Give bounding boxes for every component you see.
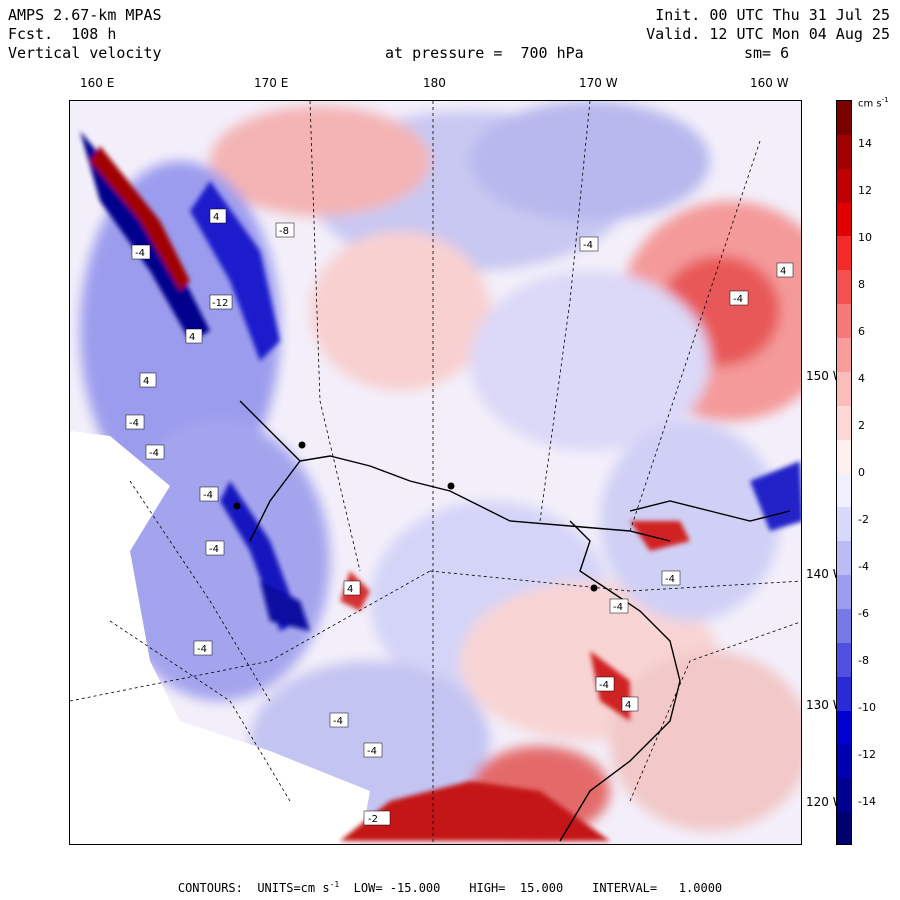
contour-label: -4	[583, 240, 593, 251]
contour-label: 4	[143, 376, 149, 387]
colorbar-tick-label: 2	[858, 419, 865, 432]
colorbar-segment	[837, 202, 851, 237]
contour-label: -4	[665, 574, 675, 585]
footer-low: LOW= -15.000	[353, 881, 441, 895]
field-broad	[80, 101, 801, 836]
lat-label: 150 W	[806, 369, 845, 383]
colorbar-segment	[837, 236, 851, 271]
vertical-velocity-map: 4 -4 -4 4 -8 4 -4 4 -4 -4 -4 -4 4 -4 -4 …	[69, 100, 802, 845]
contour-label: -8	[279, 226, 289, 237]
contour-label: 4	[347, 584, 353, 595]
contour-label: -12	[212, 298, 228, 309]
footer-contours: CONTOURS:	[177, 881, 243, 895]
colorbar-tick-label: 4	[858, 372, 865, 385]
coastline	[239, 400, 791, 842]
contour-label: -4	[599, 680, 609, 691]
contour-label: -4	[367, 746, 377, 757]
footer: CONTOURS: UNITS=cm s-1 LOW= -15.000 HIGH…	[177, 880, 723, 895]
contour-label: -4	[197, 644, 207, 655]
footer-interval: INTERVAL= 1.0000	[592, 881, 723, 895]
colorbar-tick-label: -12	[858, 748, 876, 761]
forecast-hour: Fcst. 108 h	[8, 25, 117, 43]
contour-label: 4	[625, 700, 631, 711]
colorbar-segment	[837, 101, 851, 136]
smoothing: sm= 6	[744, 44, 790, 62]
field-name: Vertical velocity	[8, 44, 162, 62]
colorbar-tick-label: 0	[858, 466, 865, 479]
colorbar-tick-label: 14	[858, 137, 872, 150]
contour-label: 4	[780, 266, 786, 277]
field-strong	[80, 131, 801, 841]
colorbar-segment	[837, 473, 851, 508]
lon-label: 160 E	[80, 76, 115, 90]
contour-label: -2	[368, 814, 378, 825]
lat-label: 130 W	[806, 698, 845, 712]
colorbar-units: cm s-1	[858, 96, 889, 110]
colorbar-segment	[837, 405, 851, 441]
colorbar-tick-label: -2	[858, 513, 869, 526]
contour-label: -4	[129, 418, 139, 429]
colorbar-tick-label: 6	[858, 325, 865, 338]
contour-label: 4	[213, 212, 219, 223]
colorbar	[836, 100, 852, 845]
colorbar-segment	[837, 541, 851, 576]
colorbar-segment	[837, 710, 851, 745]
colorbar-segment	[837, 304, 851, 339]
contour-label: -4	[149, 448, 159, 459]
colorbar-segment	[837, 608, 851, 644]
colorbar-tick-label: -10	[858, 701, 876, 714]
colorbar-tick-label: 10	[858, 231, 872, 244]
lon-label: 170 E	[254, 76, 289, 90]
colorbar-tick-label: 12	[858, 184, 872, 197]
graticule	[70, 101, 801, 844]
map-svg: 4 -4 -4 4 -8 4 -4 4 -4 -4 -4 -4 4 -4 -4 …	[70, 101, 801, 844]
colorbar-segment	[837, 507, 851, 542]
colorbar-segment	[837, 270, 851, 305]
footer-units: UNITS=cm s	[257, 881, 330, 895]
valid-time: Valid. 12 UTC Mon 04 Aug 25	[646, 25, 890, 43]
lon-label: 180	[423, 76, 446, 90]
colorbar-segment	[837, 812, 851, 844]
contour-label: -4	[209, 544, 219, 555]
init-time: Init. 00 UTC Thu 31 Jul 25	[655, 6, 890, 24]
colorbar-tick-label: 8	[858, 278, 865, 291]
colorbar-tick-label: -14	[858, 795, 876, 808]
contour-label: -4	[613, 602, 623, 613]
contour-labels: 4 -4 -4 4 -8 4 -4 4 -4 -4 -4 -4 4 -4 -4 …	[125, 208, 794, 826]
model-title: AMPS 2.67-km MPAS	[8, 6, 162, 24]
contour-label: -4	[333, 716, 343, 727]
footer-high: HIGH= 15.000	[469, 881, 564, 895]
colorbar-segment	[837, 575, 851, 610]
lon-label: 160 W	[750, 76, 789, 90]
colorbar-segment	[837, 168, 851, 204]
colorbar-tick-label: -4	[858, 560, 869, 573]
colorbar-segment	[837, 744, 851, 779]
contour-label: -4	[135, 248, 145, 259]
contour-label: 4	[189, 332, 195, 343]
colorbar-segment	[837, 134, 851, 170]
colorbar-segment	[837, 676, 851, 712]
colorbar-segment	[837, 439, 851, 474]
colorbar-tick-label: -6	[858, 607, 869, 620]
colorbar-segment	[837, 371, 851, 407]
lon-label: 170 W	[579, 76, 618, 90]
colorbar-segment	[837, 338, 851, 373]
lat-label: 120 W	[806, 795, 845, 809]
lat-label: 140 W	[806, 567, 845, 581]
contour-label: -4	[733, 294, 743, 305]
pressure-level: at pressure = 700 hPa	[385, 44, 584, 62]
domain-edge	[70, 431, 370, 844]
contour-label: -4	[203, 490, 213, 501]
colorbar-segment	[837, 642, 851, 678]
colorbar-segment	[837, 778, 851, 813]
stations	[233, 441, 598, 592]
colorbar-tick-label: -8	[858, 654, 869, 667]
